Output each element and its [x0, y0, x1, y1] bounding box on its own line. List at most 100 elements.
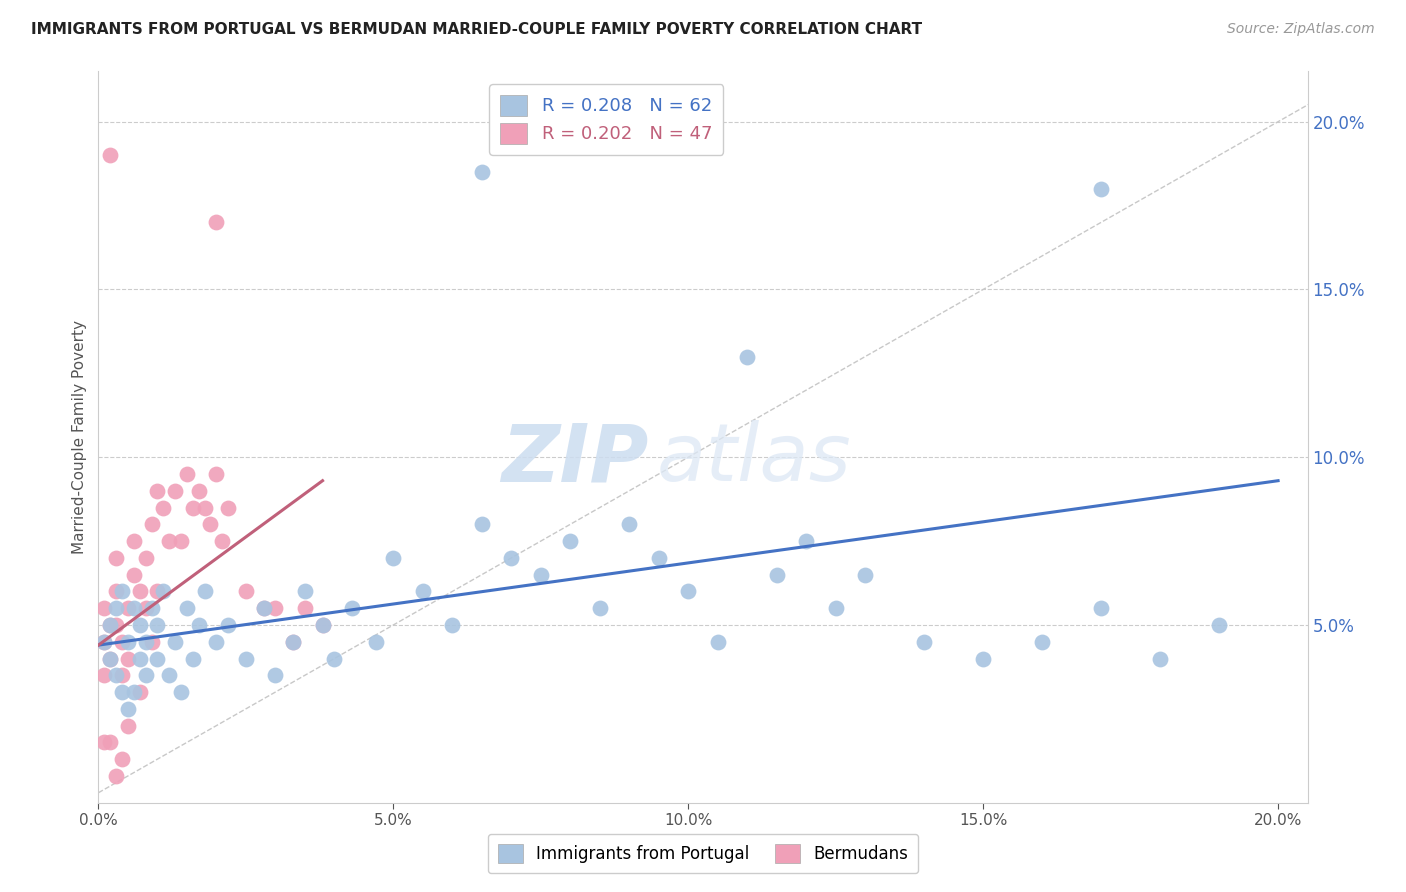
Point	[117, 634, 139, 648]
Point	[235, 584, 257, 599]
Legend: Immigrants from Portugal, Bermudans: Immigrants from Portugal, Bermudans	[488, 834, 918, 873]
Point	[141, 517, 163, 532]
Point	[157, 668, 180, 682]
Point	[211, 534, 233, 549]
Point	[111, 685, 134, 699]
Point	[128, 685, 150, 699]
Point	[648, 550, 671, 565]
Text: ZIP: ZIP	[501, 420, 648, 498]
Point	[217, 500, 239, 515]
Point	[217, 618, 239, 632]
Point	[141, 634, 163, 648]
Point	[93, 668, 115, 682]
Point	[105, 618, 128, 632]
Point	[93, 735, 115, 749]
Point	[146, 483, 169, 498]
Point	[912, 634, 935, 648]
Point	[1090, 182, 1112, 196]
Point	[471, 517, 494, 532]
Point	[1208, 618, 1230, 632]
Point	[165, 483, 187, 498]
Point	[165, 634, 187, 648]
Point	[93, 634, 115, 648]
Text: Source: ZipAtlas.com: Source: ZipAtlas.com	[1227, 22, 1375, 37]
Point	[824, 601, 846, 615]
Point	[111, 584, 134, 599]
Point	[128, 651, 150, 665]
Point	[1149, 651, 1171, 665]
Point	[122, 685, 145, 699]
Point	[98, 735, 121, 749]
Point	[294, 601, 316, 615]
Point	[117, 718, 139, 732]
Point	[200, 517, 222, 532]
Point	[146, 584, 169, 599]
Point	[170, 534, 193, 549]
Point	[205, 467, 228, 481]
Point	[1090, 601, 1112, 615]
Point	[187, 483, 209, 498]
Point	[105, 668, 128, 682]
Point	[194, 500, 217, 515]
Point	[765, 567, 787, 582]
Point	[98, 651, 121, 665]
Point	[1031, 634, 1053, 648]
Point	[706, 634, 728, 648]
Point	[501, 550, 523, 565]
Point	[340, 601, 363, 615]
Point	[93, 634, 115, 648]
Point	[281, 634, 304, 648]
Point	[412, 584, 434, 599]
Point	[105, 584, 128, 599]
Point	[560, 534, 582, 549]
Point	[135, 634, 157, 648]
Point	[252, 601, 274, 615]
Point	[294, 584, 316, 599]
Point	[135, 550, 157, 565]
Point	[735, 350, 758, 364]
Point	[589, 601, 612, 615]
Point	[111, 634, 134, 648]
Point	[146, 651, 169, 665]
Point	[122, 601, 145, 615]
Point	[98, 618, 121, 632]
Point	[128, 618, 150, 632]
Point	[93, 601, 115, 615]
Point	[678, 584, 700, 599]
Point	[146, 618, 169, 632]
Point	[181, 651, 204, 665]
Legend: R = 0.208   N = 62, R = 0.202   N = 47: R = 0.208 N = 62, R = 0.202 N = 47	[489, 84, 723, 154]
Point	[252, 601, 274, 615]
Point	[122, 567, 145, 582]
Point	[264, 668, 287, 682]
Point	[170, 685, 193, 699]
Point	[98, 618, 121, 632]
Point	[205, 215, 228, 229]
Text: IMMIGRANTS FROM PORTUGAL VS BERMUDAN MARRIED-COUPLE FAMILY POVERTY CORRELATION C: IMMIGRANTS FROM PORTUGAL VS BERMUDAN MAR…	[31, 22, 922, 37]
Y-axis label: Married-Couple Family Poverty: Married-Couple Family Poverty	[72, 320, 87, 554]
Point	[364, 634, 387, 648]
Point	[117, 601, 139, 615]
Point	[235, 651, 257, 665]
Point	[972, 651, 994, 665]
Point	[176, 467, 198, 481]
Text: atlas: atlas	[657, 420, 852, 498]
Point	[117, 651, 139, 665]
Point	[128, 584, 150, 599]
Point	[311, 618, 333, 632]
Point	[382, 550, 405, 565]
Point	[264, 601, 287, 615]
Point	[98, 651, 121, 665]
Point	[135, 668, 157, 682]
Point	[105, 769, 128, 783]
Point	[98, 148, 121, 162]
Point	[471, 165, 494, 179]
Point	[794, 534, 817, 549]
Point	[619, 517, 641, 532]
Point	[281, 634, 304, 648]
Point	[187, 618, 209, 632]
Point	[117, 702, 139, 716]
Point	[105, 601, 128, 615]
Point	[135, 601, 157, 615]
Point	[323, 651, 346, 665]
